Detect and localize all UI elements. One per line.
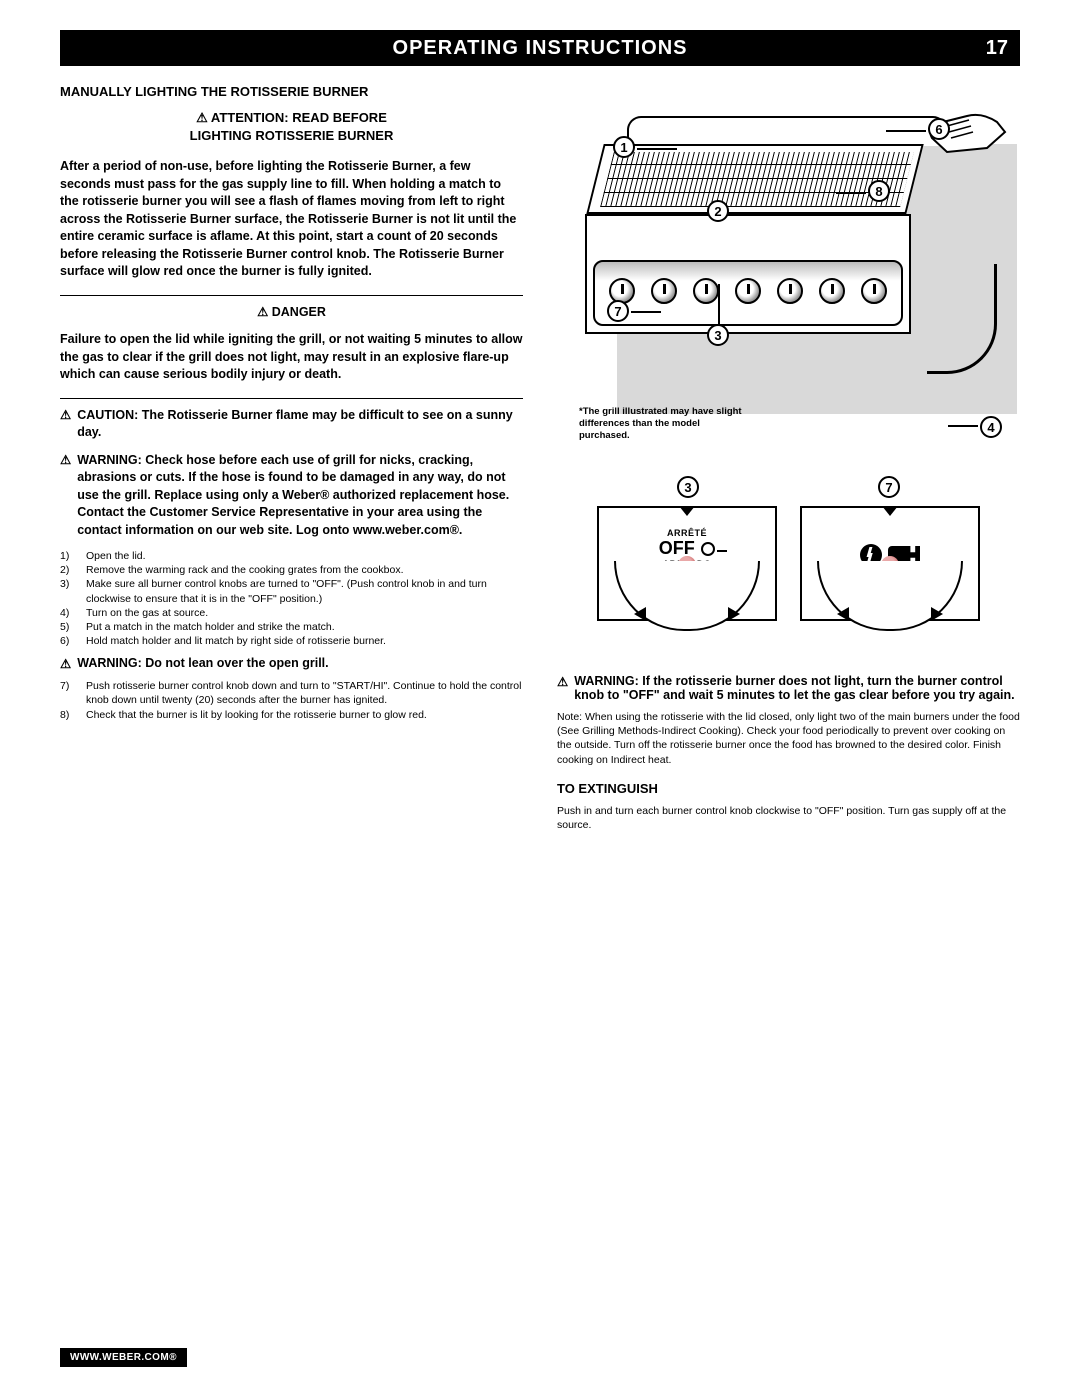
attention-paragraph: After a period of non-use, before lighti…: [60, 158, 523, 281]
step-7: 7)Push rotisserie burner control knob do…: [60, 679, 523, 707]
indicator-triangle-icon: [882, 506, 898, 516]
grill-illustration: [587, 144, 967, 414]
step-8: 8)Check that the burner is lit by lookin…: [60, 708, 523, 722]
burner-knob: [735, 278, 761, 304]
page-number: 17: [986, 37, 1008, 60]
burner-knob: [651, 278, 677, 304]
warning-icon: ⚠: [60, 452, 71, 540]
step-3: 3)Make sure all burner control knobs are…: [60, 577, 523, 605]
arrow-right-icon: [931, 607, 943, 621]
steps-list-b: 7)Push rotisserie burner control knob do…: [60, 679, 523, 722]
left-column: MANUALLY LIGHTING THE ROTISSERIE BURNER …: [60, 84, 523, 846]
warning-icon: ⚠: [557, 674, 568, 702]
arrow-left-icon: [837, 607, 849, 621]
grill-figure: 1 6 8 2 7 3 4 *The grill illustrated may…: [557, 84, 1020, 454]
manual-light-heading: MANUALLY LIGHTING THE ROTISSERIE BURNER: [60, 84, 523, 99]
danger-paragraph: Failure to open the lid while igniting t…: [60, 331, 523, 384]
leader-line: [637, 148, 677, 150]
header-title: OPERATING INSTRUCTIONS: [393, 37, 688, 60]
caution-item: ⚠ CAUTION: The Rotisserie Burner flame m…: [60, 407, 523, 442]
off-knob-diagram: ARRÊTÉ OFF APAGADO: [597, 506, 777, 621]
leader-line: [718, 284, 720, 324]
warning-off-text: WARNING: If the rotisserie burner does n…: [574, 674, 1020, 702]
burner-knob: [693, 278, 719, 304]
rotation-arc: [614, 561, 760, 631]
arrete-label: ARRÊTÉ: [599, 528, 775, 538]
header-bar: OPERATING INSTRUCTIONS 17: [60, 30, 1020, 66]
leader-line: [948, 425, 978, 427]
step-2: 2)Remove the warming rack and the cookin…: [60, 563, 523, 577]
caution-text: CAUTION: The Rotisserie Burner flame may…: [77, 407, 523, 442]
step-1: 1)Open the lid.: [60, 549, 523, 563]
extinguish-text: Push in and turn each burner control kno…: [557, 804, 1020, 832]
knob-figure: 3 7 ARRÊTÉ OFF APAGADO: [557, 476, 1020, 646]
leader-line: [836, 192, 866, 194]
warning-icon: ⚠: [60, 407, 71, 442]
right-column: 1 6 8 2 7 3 4 *The grill illustrated may…: [557, 84, 1020, 846]
warning-off-block: ⚠ WARNING: If the rotisserie burner does…: [557, 674, 1020, 702]
attention-line2: LIGHTING ROTISSERIE BURNER: [60, 127, 523, 145]
divider: [60, 398, 523, 399]
step-5: 5)Put a match in the match holder and st…: [60, 620, 523, 634]
attention-line1: ⚠ ATTENTION: READ BEFORE: [60, 109, 523, 127]
indicator-triangle-icon: [679, 506, 695, 516]
footer-url: WWW.WEBER.COM®: [60, 1348, 187, 1367]
callout-fig2-7: 7: [878, 476, 900, 498]
callout-1: 1: [613, 136, 635, 158]
attention-block: ⚠ ATTENTION: READ BEFORE LIGHTING ROTISS…: [60, 109, 523, 144]
two-column-layout: MANUALLY LIGHTING THE ROTISSERIE BURNER …: [60, 84, 1020, 846]
steps-list-a: 1)Open the lid. 2)Remove the warming rac…: [60, 549, 523, 648]
warning-lean: ⚠ WARNING: Do not lean over the open gri…: [60, 656, 523, 671]
callout-3: 3: [707, 324, 729, 346]
callout-6: 6: [928, 118, 950, 140]
extinguish-heading: To Extinguish: [557, 781, 1020, 796]
grill-grates: [600, 152, 914, 207]
divider: [60, 295, 523, 296]
callout-7: 7: [607, 300, 629, 322]
callout-8: 8: [868, 180, 890, 202]
danger-heading: ⚠ DANGER: [60, 304, 523, 322]
callout-4: 4: [980, 416, 1002, 438]
step-4: 4)Turn on the gas at source.: [60, 606, 523, 620]
grill-front-panel: [585, 214, 911, 334]
leader-line: [631, 311, 661, 313]
rotation-arc: [817, 561, 963, 631]
warning-hose-item: ⚠ WARNING: Check hose before each use of…: [60, 452, 523, 540]
rotisserie-note: Note: When using the rotisserie with the…: [557, 710, 1020, 767]
arrow-right-icon: [728, 607, 740, 621]
burner-knob: [777, 278, 803, 304]
burner-knob: [861, 278, 887, 304]
figure-note: *The grill illustrated may have slight d…: [579, 406, 749, 442]
burner-knob: [819, 278, 845, 304]
indicator-circle-icon: [701, 542, 715, 556]
step-6: 6)Hold match holder and lit match by rig…: [60, 634, 523, 648]
knob-row: [609, 278, 887, 304]
arrow-left-icon: [634, 607, 646, 621]
control-panel: [593, 260, 903, 326]
warning-icon: ⚠: [60, 656, 71, 671]
callout-fig2-3: 3: [677, 476, 699, 498]
leader-line: [886, 130, 926, 132]
caution-warning-list: ⚠ CAUTION: The Rotisserie Burner flame m…: [60, 407, 523, 540]
warning-hose-text: WARNING: Check hose before each use of g…: [77, 452, 523, 540]
igniter-diagram: [800, 506, 980, 621]
callout-2: 2: [707, 200, 729, 222]
